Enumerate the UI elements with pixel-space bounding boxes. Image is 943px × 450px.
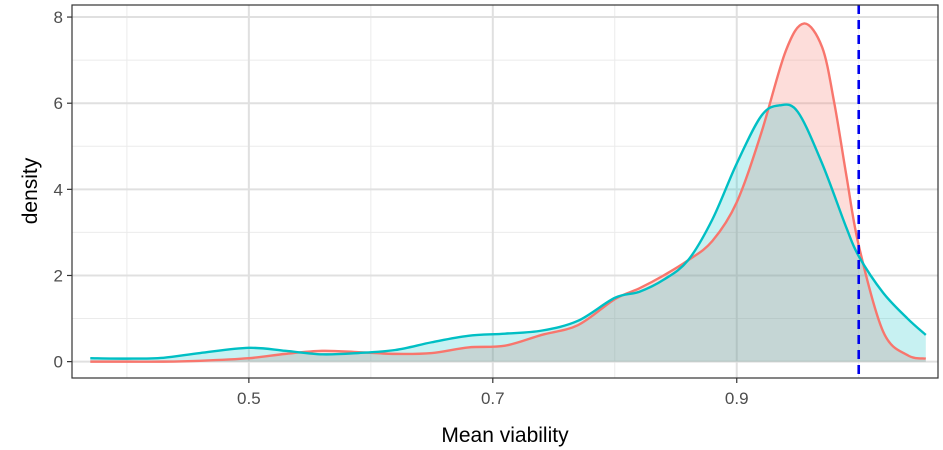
density-areas bbox=[90, 23, 926, 362]
y-tick-label: 4 bbox=[54, 180, 63, 199]
y-axis-title: density bbox=[19, 157, 42, 224]
y-tick-label: 8 bbox=[54, 8, 63, 27]
panel-border bbox=[71, 4, 939, 379]
x-tick-label: 0.9 bbox=[725, 389, 749, 408]
x-tick-label: 0.7 bbox=[481, 389, 505, 408]
y-tick-label: 6 bbox=[54, 94, 63, 113]
grid-lines bbox=[72, 5, 938, 378]
density-line-1 bbox=[90, 22, 927, 363]
density-line-2 bbox=[90, 103, 927, 360]
y-tick-label: 0 bbox=[54, 353, 63, 372]
y-axis: 0 2 4 6 8 bbox=[54, 8, 72, 372]
y-tick-label: 2 bbox=[54, 266, 63, 285]
x-axis: 0.5 0.7 0.9 bbox=[237, 378, 749, 408]
x-axis-title: Mean viability bbox=[441, 424, 569, 447]
panel-background bbox=[72, 5, 938, 378]
density-area-2 bbox=[90, 104, 926, 362]
density-area-1 bbox=[90, 23, 926, 362]
density-lines bbox=[90, 22, 927, 363]
x-tick-label: 0.5 bbox=[237, 389, 261, 408]
